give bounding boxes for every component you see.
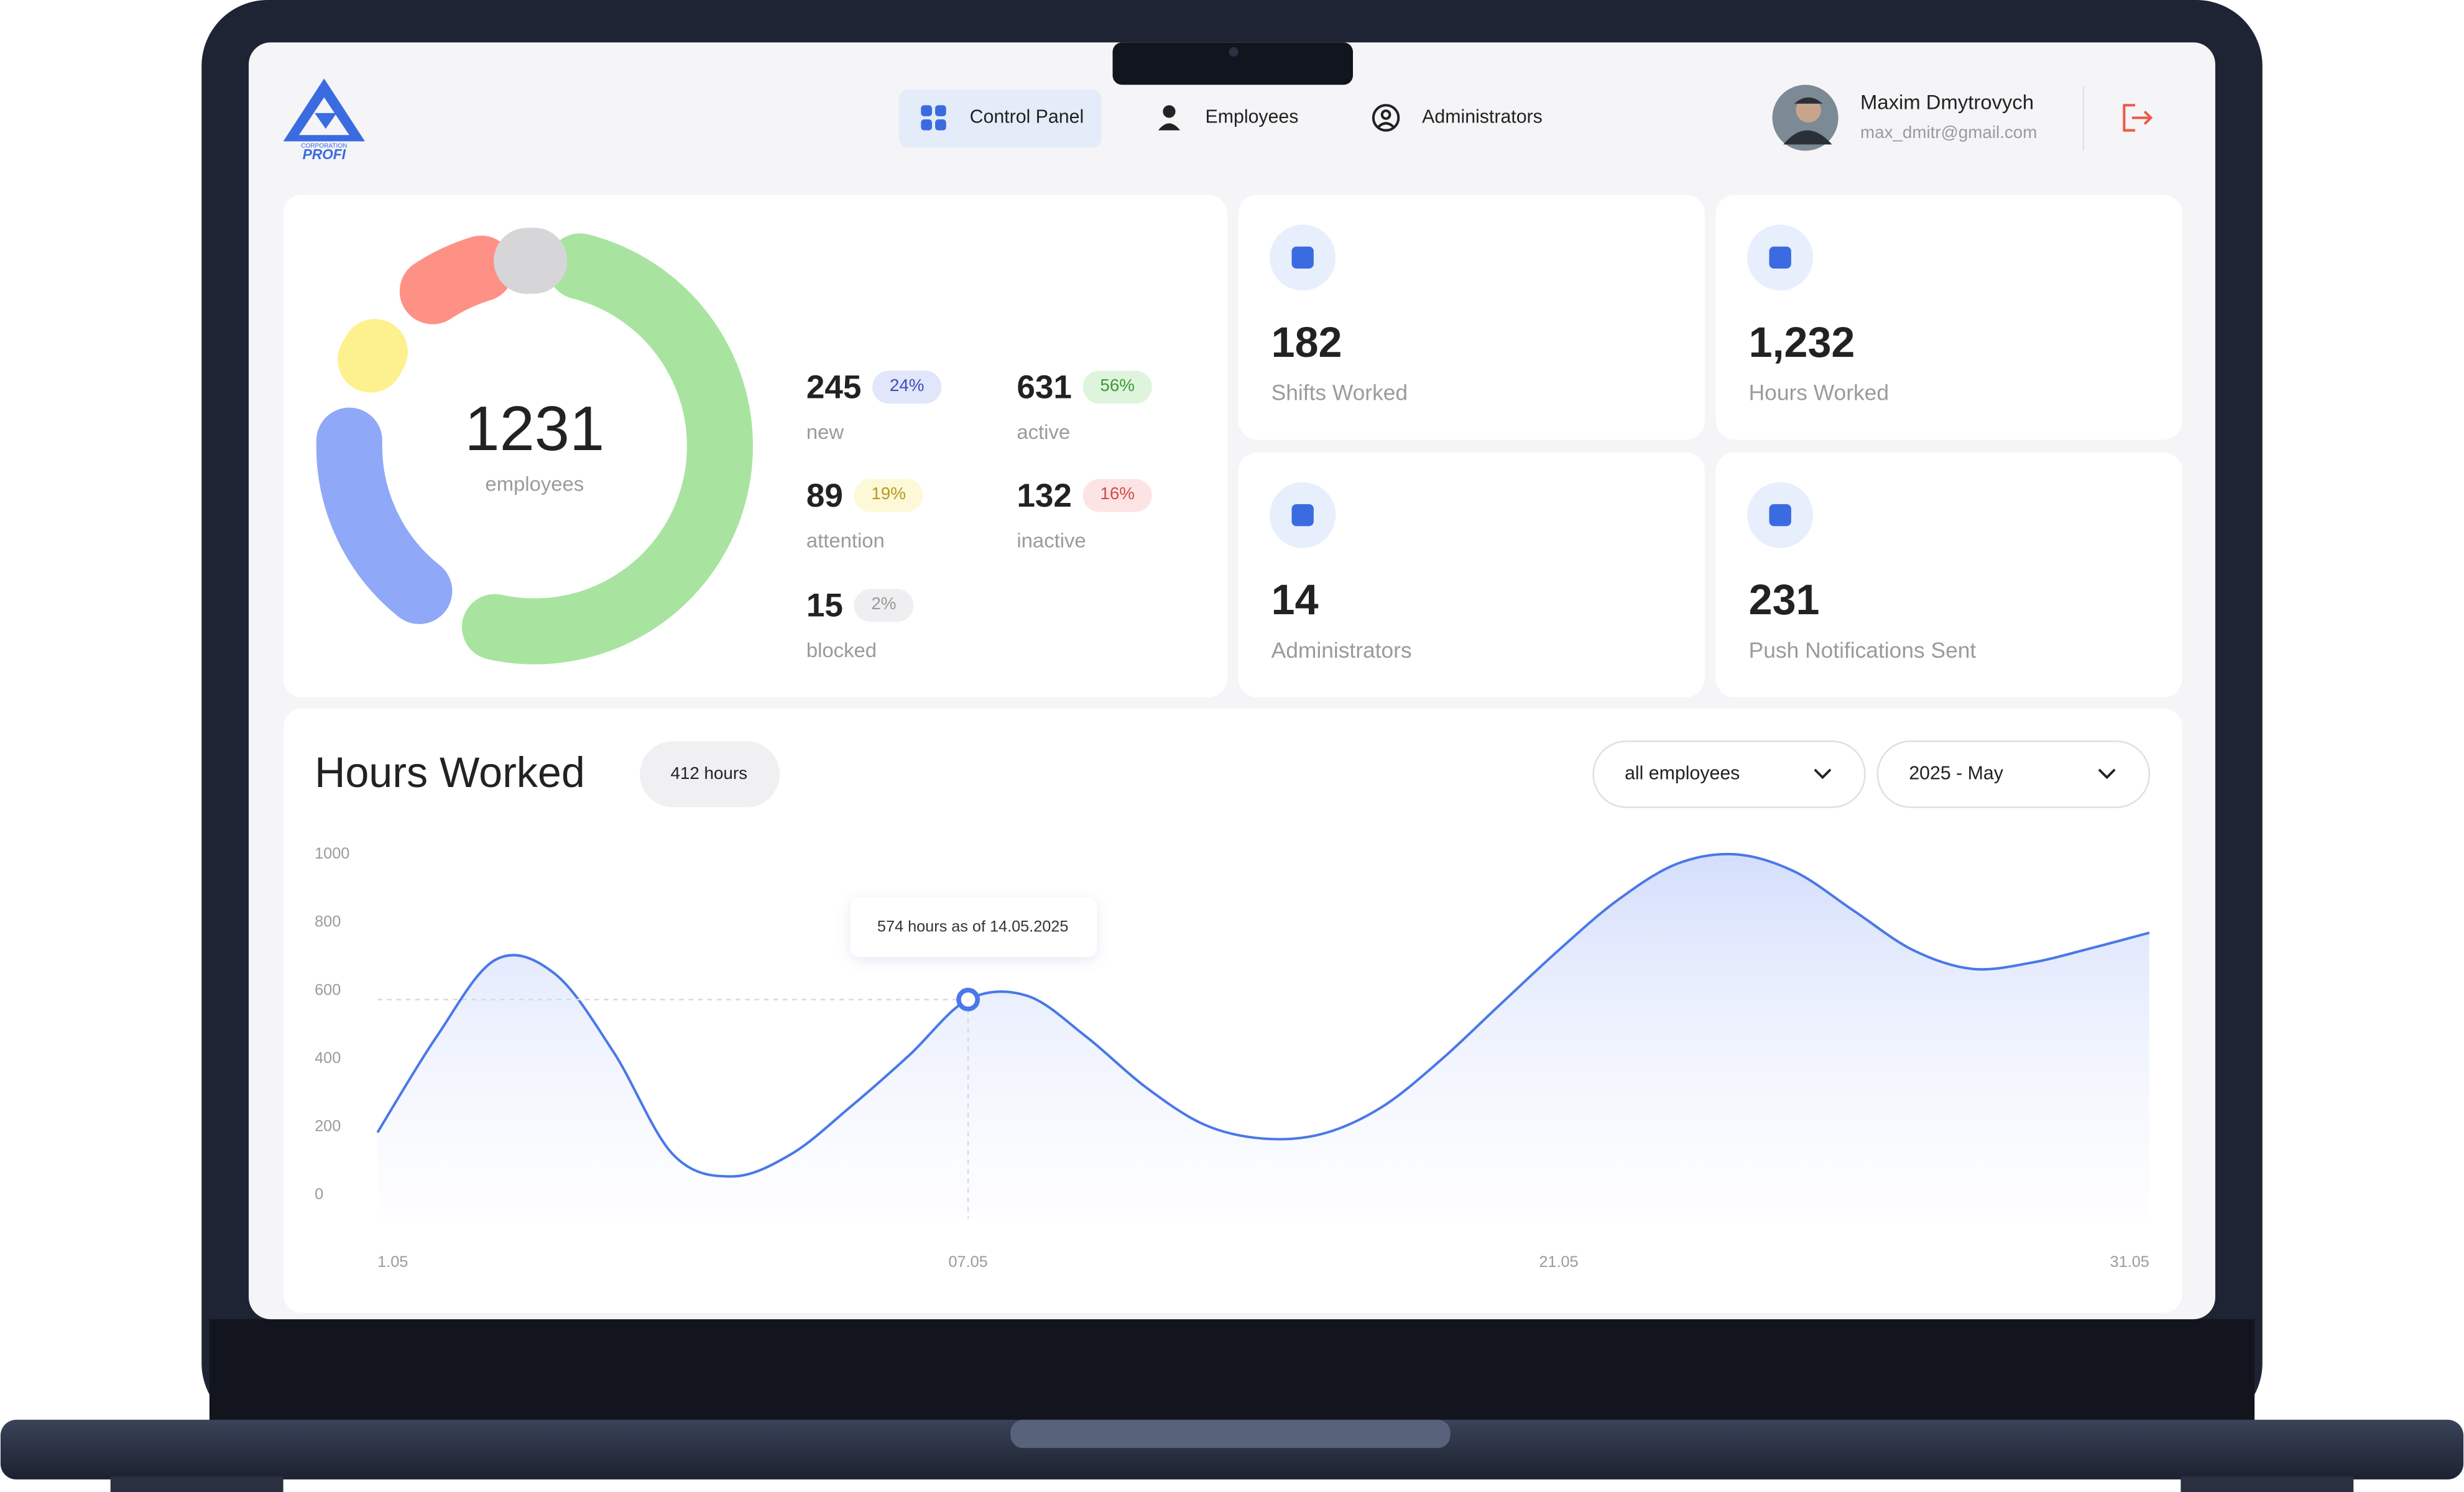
stat-label: new — [806, 420, 844, 443]
camera — [1229, 47, 1239, 57]
y-tick-label: 600 — [315, 981, 341, 998]
logo-sub: CORPORATION — [301, 143, 347, 150]
filter-label: 2025 - May — [1909, 763, 2003, 783]
card-label: Shifts Worked — [1271, 380, 1408, 405]
nav-item[interactable]: Control Panel — [970, 106, 1084, 127]
x-tick-label: 07.05 — [948, 1253, 987, 1271]
calendar-icon — [1291, 504, 1314, 527]
foot — [2180, 1476, 2354, 1492]
foot — [110, 1476, 284, 1492]
tooltip-text: 574 hours as of 14.05.2025 — [877, 918, 1068, 935]
donut-total: 1231 — [464, 394, 604, 464]
nav-active-bg[interactable] — [898, 90, 1102, 148]
donut — [316, 228, 753, 665]
stat-card — [1715, 195, 2182, 440]
badge-bg — [1082, 371, 1152, 404]
calendar-icon — [1769, 246, 1791, 269]
total-pill — [640, 741, 780, 808]
donut-segment — [399, 235, 514, 325]
grid-icon — [921, 105, 946, 131]
stat-label: active — [1017, 420, 1070, 443]
total-hours: 412 hours — [670, 763, 747, 783]
nav-item[interactable]: Administrators — [1422, 106, 1543, 127]
line-chart: 0 200 400 600 800 1000 1.05 07.05 21.05 31.05 574 … — [315, 845, 2150, 1271]
chevron — [2098, 768, 2116, 780]
highlight-point[interactable] — [956, 987, 981, 1011]
donut-segment — [338, 319, 408, 393]
stat-card — [1715, 452, 2182, 698]
y-tick-label: 0 — [315, 1186, 323, 1203]
admin-icon — [1372, 104, 1400, 132]
card-value: 182 — [1271, 319, 1342, 366]
user-name: Maxim Dmytrovych — [1860, 90, 2034, 113]
stat-value: 245 — [806, 369, 862, 406]
trackpad-notch — [1010, 1419, 1451, 1448]
month-filter[interactable] — [1876, 740, 2151, 808]
line — [376, 852, 2150, 1178]
donut-segment — [316, 407, 453, 624]
person-icon — [1158, 105, 1181, 131]
avatar[interactable] — [1772, 85, 1839, 151]
stat-badge: 19% — [871, 484, 906, 503]
chart-title: Hours Worked — [315, 749, 585, 796]
notch — [1112, 42, 1354, 85]
stat-value: 631 — [1017, 369, 1072, 406]
stat-badge: 56% — [1100, 375, 1135, 395]
x-tick-label: 21.05 — [1539, 1253, 1578, 1271]
logout-icon[interactable] — [2123, 104, 2153, 132]
stat-badge: 2% — [871, 594, 896, 613]
user-email: max_dmitr@gmail.com — [1860, 122, 2037, 142]
badge-bg — [854, 479, 923, 512]
donut-label: employees — [485, 472, 584, 495]
tooltip — [850, 897, 1097, 957]
card-label: Hours Worked — [1749, 380, 1889, 405]
badge-bg — [1082, 479, 1152, 512]
employees-panel — [283, 195, 1227, 698]
stat-value: 132 — [1017, 477, 1072, 514]
calendar-icon — [1291, 246, 1314, 269]
laptop-base — [0, 1419, 2464, 1480]
stat-badge: 16% — [1100, 484, 1135, 503]
filter-label: all employees — [1625, 763, 1740, 783]
y-tick-label: 200 — [315, 1118, 341, 1135]
app: CORPORATION PROFI Control Panel Employee… — [283, 78, 2182, 1313]
stat-card — [1238, 195, 1705, 440]
stat-label: blocked — [806, 638, 877, 661]
card-value: 231 — [1749, 576, 1820, 624]
badge-bg — [854, 589, 914, 622]
area — [377, 854, 2149, 1219]
stat-label: inactive — [1017, 528, 1086, 551]
cards: 182 Shifts Worked 1,232 Hours Worked 14 Admin… — [1238, 195, 2182, 698]
card-value: 1,232 — [1749, 319, 1855, 366]
card-label: Administrators — [1271, 638, 1412, 663]
calendar-icon — [1769, 504, 1791, 527]
stat-card — [1238, 452, 1705, 698]
stat-value: 15 — [806, 587, 843, 624]
y-tick-label: 800 — [315, 913, 341, 931]
nav-item[interactable]: Employees — [1206, 106, 1299, 127]
y-tick-label: 1000 — [315, 845, 349, 862]
stat-value: 89 — [806, 477, 843, 514]
bezel — [209, 1319, 2255, 1423]
x-tick-label: 31.05 — [2110, 1253, 2149, 1271]
card-label: Push Notifications Sent — [1749, 638, 1977, 663]
x-tick-label: 1.05 — [377, 1253, 408, 1271]
stat-badge: 24% — [890, 375, 925, 395]
logo-text: PROFI — [303, 146, 346, 162]
stat-label: attention — [806, 528, 885, 551]
chevron — [1814, 768, 1832, 780]
y-tick-label: 400 — [315, 1049, 341, 1067]
donut-segment — [461, 233, 753, 665]
employee-filter[interactable] — [1592, 740, 1866, 808]
logo: CORPORATION PROFI — [283, 78, 365, 162]
badge-bg — [872, 371, 942, 404]
card-value: 14 — [1271, 576, 1319, 624]
stats: 245 24% new 631 56% active 89 19% attention 132 16… — [806, 369, 1152, 661]
